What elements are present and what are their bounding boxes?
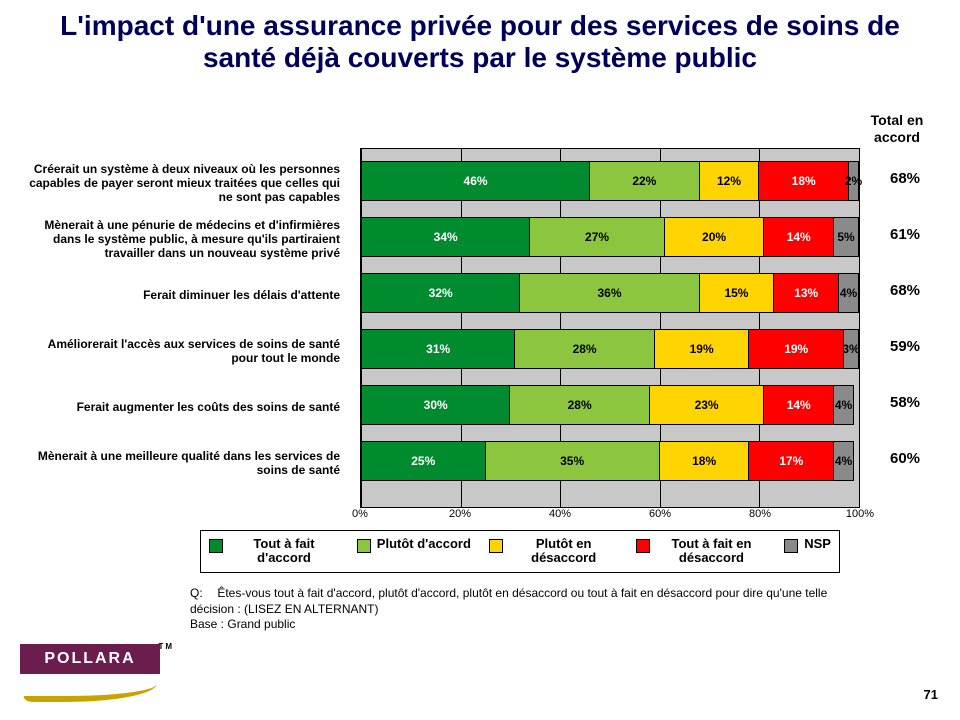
legend-label: NSP [804,537,831,551]
bar-segment: 23% [650,385,765,425]
legend-swatch [784,539,798,553]
chart: 46%22%12%18%2%34%27%20%14%5%32%36%15%13%… [20,148,940,548]
legend-swatch [357,539,371,553]
x-axis-ticks: 0%20%40%60%80%100% [360,508,860,528]
legend: Tout à fait d'accord Plutôt d'accord Plutô… [200,530,840,573]
bar-segment: 19% [655,329,750,369]
row-label: Créerait un système à deux niveaux où le… [20,156,350,212]
bar-segment: 36% [520,273,699,313]
bar-segment: 18% [759,161,849,201]
row-total: 60% [870,450,940,467]
row-total: 68% [870,170,940,187]
bar-segment: 35% [486,441,660,481]
logo-text: POLLARA [44,650,135,668]
bar-row: 30%28%23%14%4% [361,385,859,425]
row-total: 68% [870,282,940,299]
x-tick-label: 20% [449,508,471,520]
pollara-logo: POLLARA TM [20,644,170,696]
row-label: Mènerait à une meilleure qualité dans le… [20,436,350,492]
bar-segment: 12% [700,161,760,201]
bar-segment: 13% [774,273,839,313]
bar-segment: 3% [844,329,859,369]
row-label: Ferait diminuer les délais d'attente [20,268,350,324]
question-text: Êtes-vous tout à fait d'accord, plutôt d… [190,586,827,631]
bar-row: 31%28%19%19%3% [361,329,859,369]
bar-segment: 2% [849,161,859,201]
legend-label: Tout à fait en désaccord [656,537,766,566]
totals-header: Total en accord [854,112,940,146]
page-title: L'impact d'une assurance privée pour des… [0,0,960,80]
bar-segment: 30% [361,385,510,425]
bar-segment: 25% [361,441,486,481]
bar-segment: 14% [764,217,834,257]
bar-segment: 27% [530,217,664,257]
question-label: Q: [190,586,214,602]
bar-segment: 28% [510,385,649,425]
x-tick-label: 100% [846,508,874,520]
logo-swoosh [23,684,157,702]
logo-box: POLLARA TM [20,644,160,674]
legend-swatch [489,539,503,553]
legend-label: Plutôt d'accord [377,537,471,551]
bar-segment: 20% [665,217,765,257]
bar-row: 25%35%18%17%4% [361,441,859,481]
gridline [859,149,860,507]
row-label: Améliorerait l'accès aux services de soi… [20,324,350,380]
bar-row: 46%22%12%18%2% [361,161,859,201]
bar-segment: 4% [834,441,854,481]
legend-label: Plutôt en désaccord [509,537,619,566]
legend-item: Tout à fait en désaccord [636,537,766,566]
bar-segment: 46% [361,161,590,201]
plot-area: 46%22%12%18%2%34%27%20%14%5%32%36%15%13%… [360,148,860,508]
row-label: Mènerait à une pénurie de médecins et d'… [20,212,350,268]
bar-segment: 4% [834,385,854,425]
bar-segment: 19% [749,329,844,369]
bar-segment: 32% [361,273,520,313]
bar-segment: 17% [749,441,834,481]
legend-label: Tout à fait d'accord [229,537,339,566]
legend-swatch [209,539,223,553]
legend-item: NSP [784,537,831,553]
legend-swatch [636,539,650,553]
x-tick-label: 60% [649,508,671,520]
x-tick-label: 0% [352,508,368,520]
legend-item: Plutôt d'accord [357,537,471,553]
bar-row: 34%27%20%14%5% [361,217,859,257]
bar-row: 32%36%15%13%4% [361,273,859,313]
bar-segment: 28% [515,329,654,369]
question-note: Q: Êtes-vous tout à fait d'accord, plutô… [190,586,860,633]
row-total: 58% [870,394,940,411]
bar-segment: 5% [834,217,859,257]
row-total: 59% [870,338,940,355]
bar-segment: 14% [764,385,834,425]
bar-segment: 34% [361,217,530,257]
x-tick-label: 80% [749,508,771,520]
logo-tm: TM [158,642,174,651]
bar-segment: 22% [590,161,700,201]
legend-item: Plutôt en désaccord [489,537,619,566]
row-total: 61% [870,226,940,243]
bar-segment: 4% [839,273,859,313]
bar-segment: 15% [700,273,775,313]
x-tick-label: 40% [549,508,571,520]
bar-segment: 31% [361,329,515,369]
page-number: 71 [924,687,938,702]
row-label: Ferait augmenter les coûts des soins de … [20,380,350,436]
bar-segment: 18% [660,441,750,481]
legend-item: Tout à fait d'accord [209,537,339,566]
